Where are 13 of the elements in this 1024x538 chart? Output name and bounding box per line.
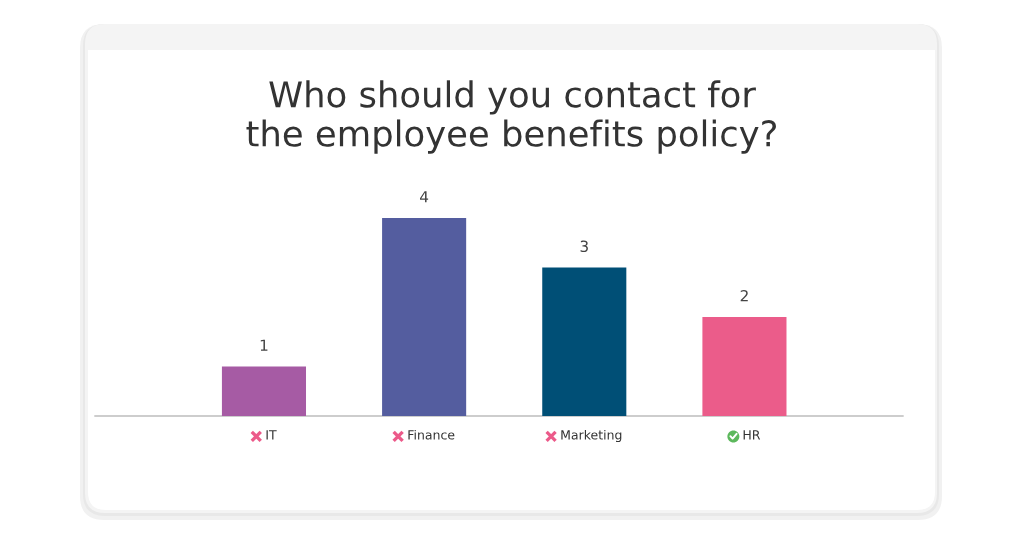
data-label: 4	[420, 191, 429, 203]
x-tick-label: Marketing	[561, 429, 622, 442]
bar	[542, 267, 627, 416]
data-label: 2	[740, 289, 748, 302]
bar	[221, 366, 307, 416]
x-tick-label: HR	[743, 430, 761, 440]
bar	[702, 317, 787, 416]
bar	[382, 218, 467, 416]
chart-title: Who should you contact for the employee benefits policy?	[246, 80, 776, 154]
x-tick-label: IT	[266, 430, 277, 440]
x-tick-label: Finance	[408, 429, 455, 440]
data-label: 1	[260, 339, 268, 351]
data-label: 3	[580, 240, 588, 253]
